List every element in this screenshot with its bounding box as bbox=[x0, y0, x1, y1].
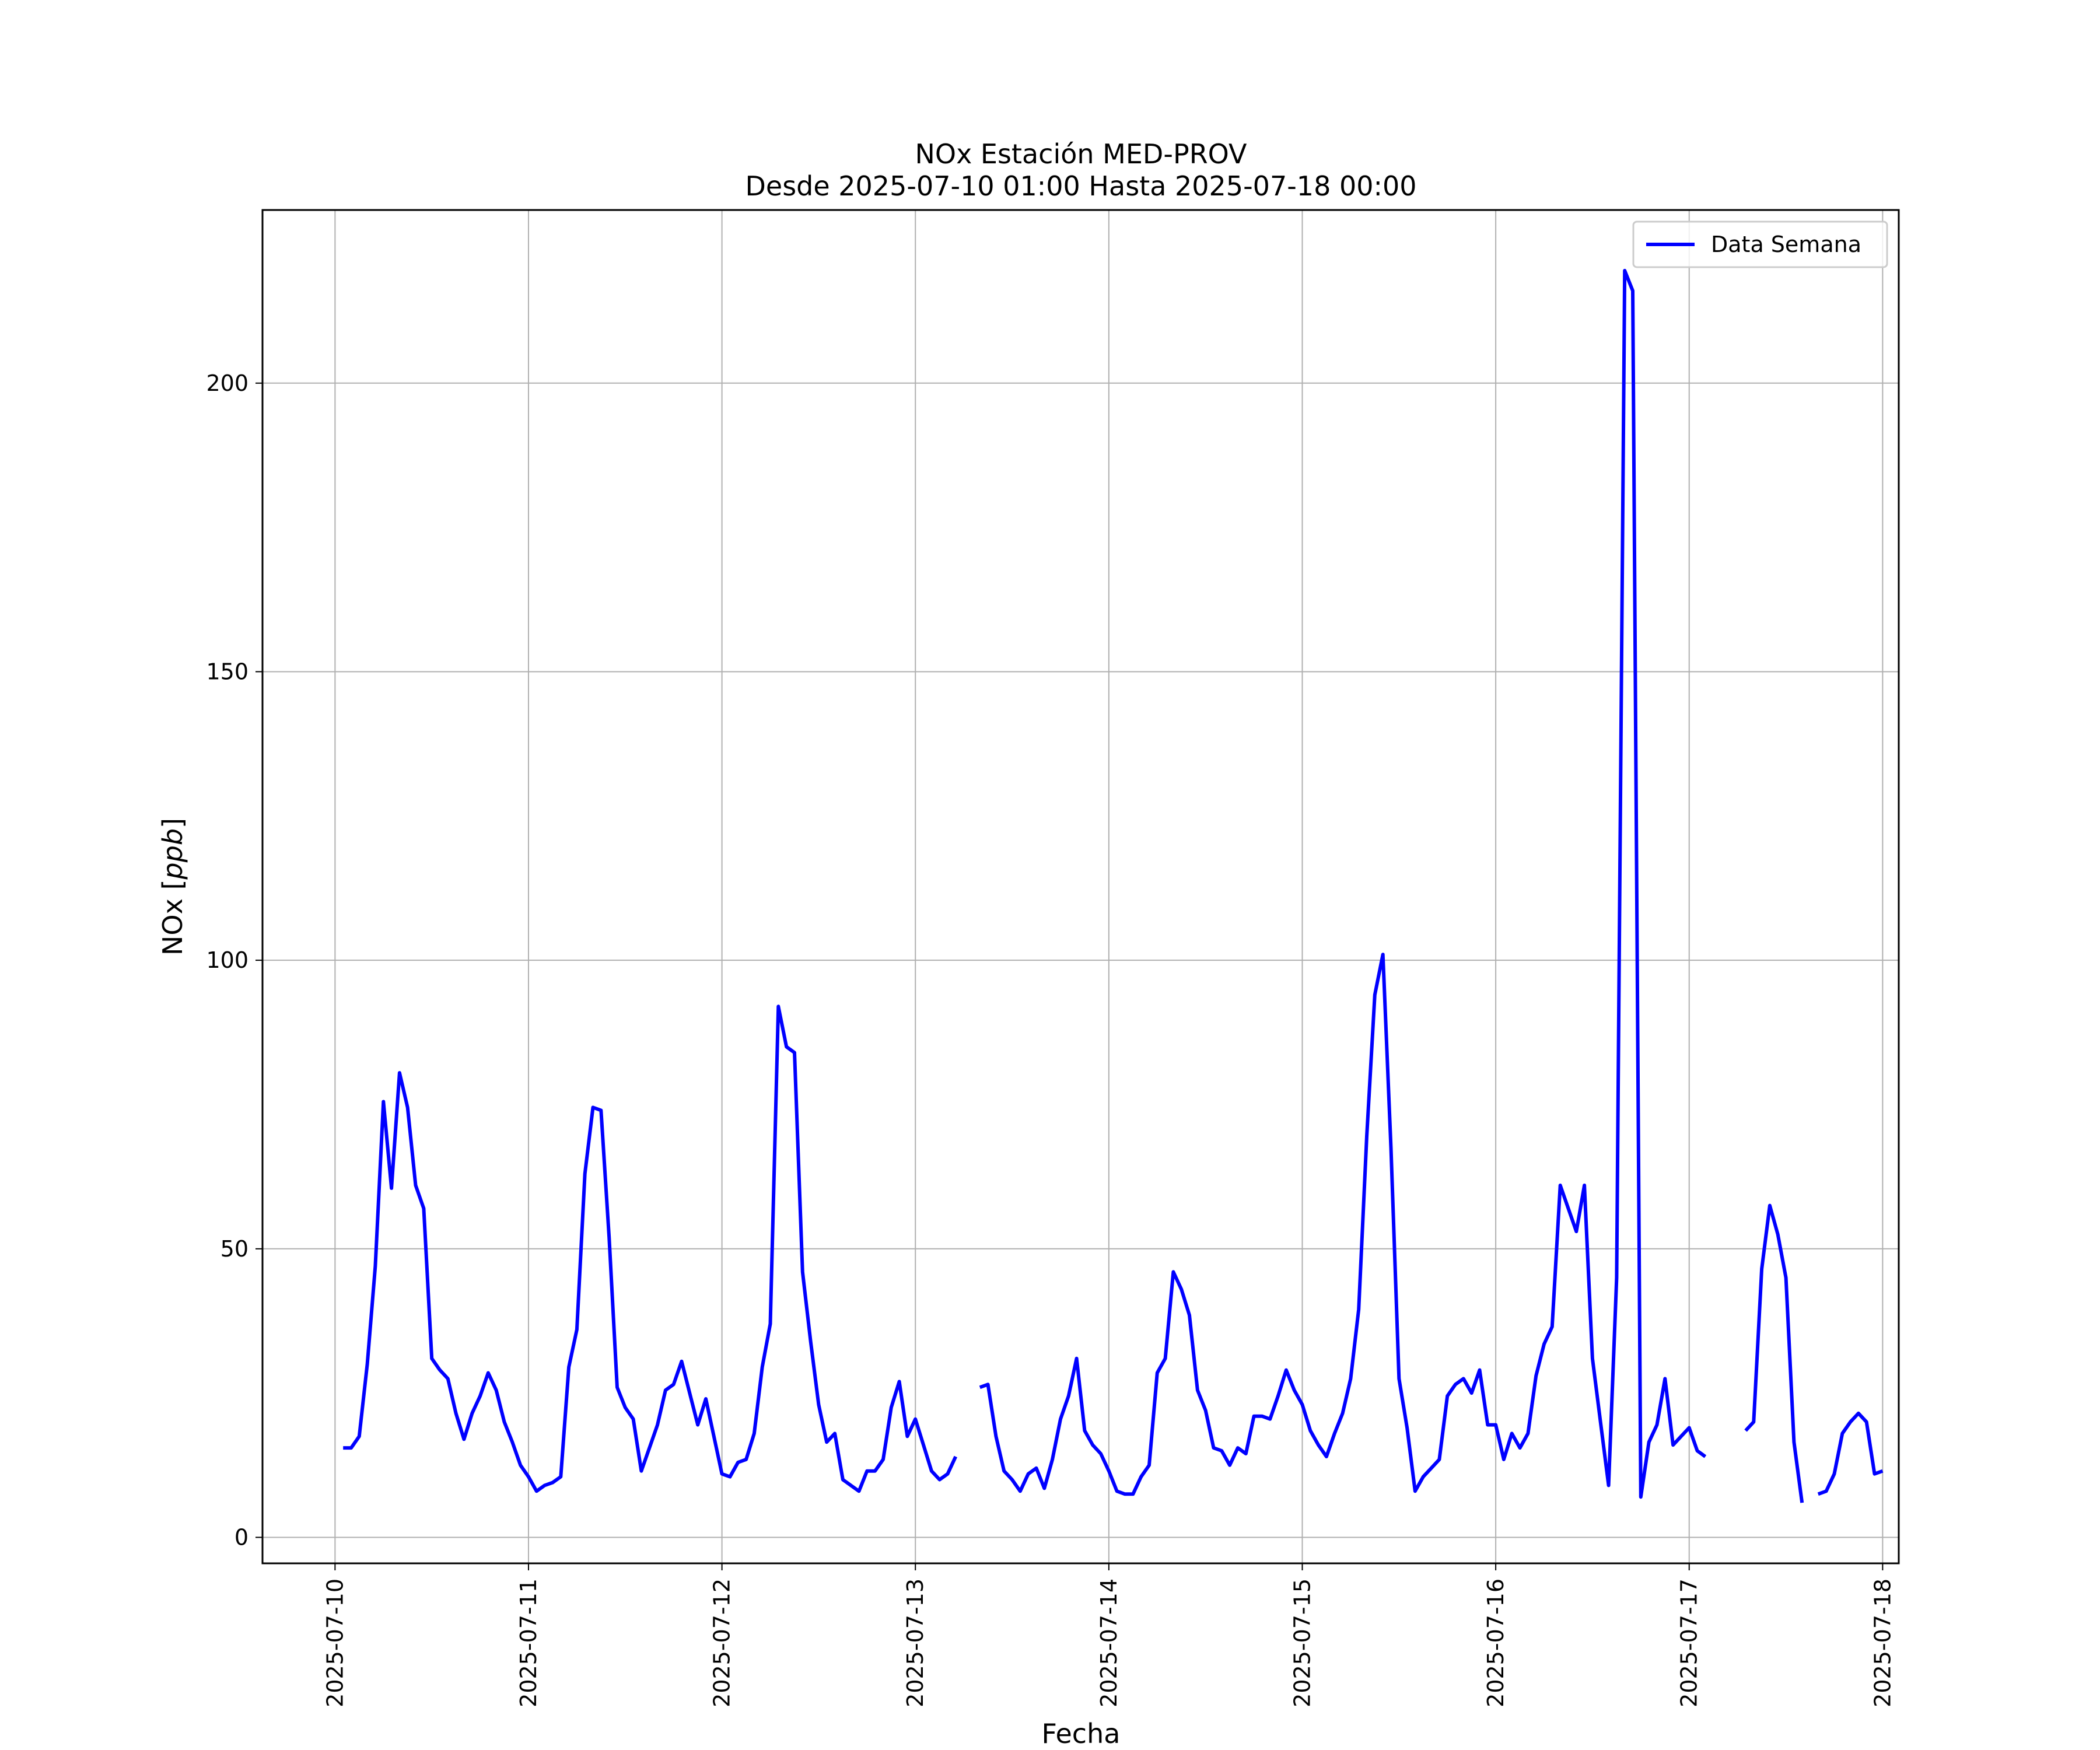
y-axis-ticks: 0 50 100 150 200 bbox=[206, 370, 262, 1550]
y-axis-label: NOx [ppb] bbox=[157, 818, 188, 956]
series-segment bbox=[343, 1005, 958, 1493]
chart-subtitle: Desde 2025-07-10 01:00 Hasta 2025-07-18 … bbox=[745, 170, 1416, 202]
series-segment bbox=[1817, 1411, 1884, 1496]
x-axis-ticks: 2025-07-10 2025-07-11 2025-07-12 2025-07-13… bbox=[322, 1563, 1895, 1707]
x-tick-label: 2025-07-18 bbox=[1870, 1578, 1895, 1707]
x-tick-label: 2025-07-13 bbox=[902, 1578, 928, 1707]
grid bbox=[262, 210, 1899, 1563]
legend-label: Data Semana bbox=[1711, 232, 1861, 257]
series-line bbox=[343, 268, 1884, 1503]
x-axis-label: Fecha bbox=[1042, 1718, 1121, 1749]
series-segment bbox=[979, 268, 1707, 1499]
legend-box bbox=[1632, 220, 1888, 268]
x-tick-label: 2025-07-15 bbox=[1289, 1578, 1315, 1707]
x-tick-label: 2025-07-16 bbox=[1483, 1578, 1508, 1707]
x-tick-label: 2025-07-11 bbox=[516, 1578, 541, 1707]
y-tick-label: 200 bbox=[206, 370, 249, 396]
plot-area-frame bbox=[261, 209, 1900, 1564]
chart-title: NOx Estación MED-PROV bbox=[915, 138, 1247, 170]
y-tick-label: 0 bbox=[235, 1524, 249, 1550]
x-tick-label: 2025-07-10 bbox=[322, 1578, 348, 1707]
x-tick-label: 2025-07-14 bbox=[1096, 1578, 1122, 1707]
legend: Data Semana bbox=[1632, 220, 1888, 268]
y-tick-label: 100 bbox=[206, 947, 249, 973]
y-tick-label: 50 bbox=[220, 1236, 249, 1262]
series-segment bbox=[1744, 1203, 1804, 1503]
x-tick-label: 2025-07-17 bbox=[1676, 1578, 1702, 1707]
y-tick-label: 150 bbox=[206, 659, 249, 684]
x-tick-label: 2025-07-12 bbox=[709, 1578, 735, 1707]
